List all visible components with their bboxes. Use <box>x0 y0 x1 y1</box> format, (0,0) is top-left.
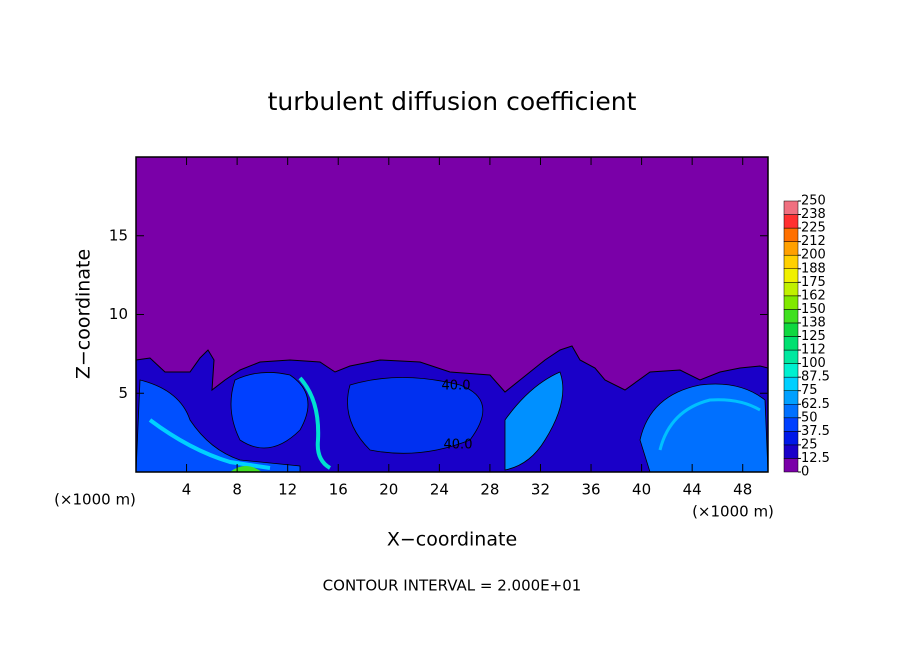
field-blob <box>639 383 769 473</box>
colorbar-label: 200 <box>801 248 826 263</box>
x-tick-label: 28 <box>480 481 499 499</box>
colorbar-band <box>783 200 799 215</box>
field-blob <box>347 377 484 454</box>
colorbar-label: 175 <box>801 275 826 290</box>
colorbar-band <box>783 336 799 351</box>
field-filament <box>658 398 761 451</box>
colorbar-band <box>783 349 799 364</box>
colorbar-label: 212 <box>801 234 826 249</box>
colorbar-band <box>783 309 799 324</box>
contour-label: 40.0 <box>442 379 471 394</box>
y-axis-label: Z−coordinate <box>73 249 95 379</box>
x-tick-label: 16 <box>329 481 348 499</box>
field-filament <box>148 418 271 470</box>
colorbar-band <box>783 241 799 256</box>
colorbar-label: 250 <box>801 194 826 209</box>
colorbar-band <box>783 227 799 242</box>
field-blob <box>230 466 262 472</box>
colorbar-label: 87.5 <box>801 370 830 385</box>
colorbar-band <box>783 214 799 229</box>
contour-label: 40.0 <box>444 438 473 453</box>
colorbar-label: 50 <box>801 410 818 425</box>
x-tick-label: 44 <box>683 481 702 499</box>
colorbar-band <box>783 268 799 283</box>
footnote: CONTOUR INTERVAL = 2.000E+01 <box>323 577 582 595</box>
x-tick-label: 32 <box>531 481 550 499</box>
colorbar-label: 188 <box>801 261 826 276</box>
colorbar-label: 238 <box>801 207 826 222</box>
field-blob <box>135 379 301 473</box>
x-tick-label: 4 <box>182 481 192 499</box>
y-tick-label: 15 <box>109 226 128 244</box>
x-tick-label: 8 <box>232 481 242 499</box>
field <box>135 157 769 473</box>
colorbar-label: 37.5 <box>801 424 830 439</box>
colorbar-band <box>783 295 799 310</box>
y-tick-label: 5 <box>118 384 128 402</box>
colorbar-label: 62.5 <box>801 397 830 412</box>
x-unit-label: (×1000 m) <box>54 491 136 509</box>
colorbar-band <box>783 404 799 419</box>
colorbar-band <box>783 376 799 391</box>
x-tick-label: 40 <box>632 481 651 499</box>
colorbar-label: 12.5 <box>801 451 830 466</box>
chart-title: turbulent diffusion coefficient <box>268 87 637 116</box>
colorbar-label: 225 <box>801 221 826 236</box>
colorbar-label: 112 <box>801 343 826 358</box>
y-tick-label: 10 <box>109 305 128 323</box>
colorbar-band <box>783 282 799 297</box>
colorbar-label: 162 <box>801 288 826 303</box>
field-blob <box>230 372 309 449</box>
colorbar-band <box>783 363 799 378</box>
colorbar-band <box>783 322 799 337</box>
colorbar-label: 100 <box>801 356 826 371</box>
colorbar-band <box>783 254 799 269</box>
colorbar-label: 75 <box>801 383 818 398</box>
x-tick-label: 24 <box>430 481 449 499</box>
colorbar-band <box>783 444 799 459</box>
x-tick-label: 36 <box>581 481 600 499</box>
colorbar-band <box>783 458 799 473</box>
x-tick-label: 48 <box>733 481 752 499</box>
x-tick-label: 12 <box>278 481 297 499</box>
colorbar-label: 125 <box>801 329 826 344</box>
colorbar-band <box>783 417 799 432</box>
colorbar-band <box>783 390 799 405</box>
field-blob <box>504 371 564 471</box>
field-filament <box>298 376 332 470</box>
colorbar-label: 138 <box>801 315 826 330</box>
colorbar-band <box>783 431 799 446</box>
colorbar-label: 25 <box>801 437 818 452</box>
x-tick-label: 20 <box>379 481 398 499</box>
colorbar-label: 150 <box>801 302 826 317</box>
x-unit-label: (×1000 m) <box>692 503 774 521</box>
colorbar-label: 0 <box>801 465 809 480</box>
x-axis-label: X−coordinate <box>387 529 517 551</box>
